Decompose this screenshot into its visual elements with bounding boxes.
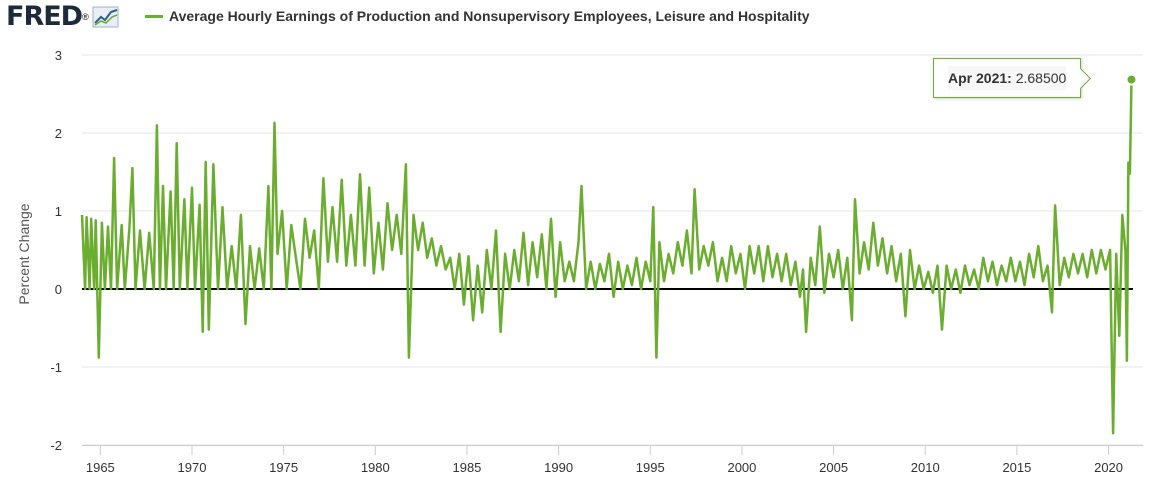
- x-tick-label: 1995: [636, 460, 665, 475]
- chart-legend: Average Hourly Earnings of Production an…: [145, 8, 810, 24]
- x-tick-label: 2020: [1094, 460, 1123, 475]
- x-tick-label: 1965: [86, 460, 115, 475]
- y-axis-title: Percent Change: [16, 203, 32, 304]
- x-tick-label: 2000: [727, 460, 756, 475]
- x-tick-label: 2005: [819, 460, 848, 475]
- data-tooltip: Apr 2021: 2.68500: [933, 58, 1092, 98]
- y-tick-label: -2: [50, 438, 62, 453]
- y-tick-label: 2: [55, 126, 62, 141]
- registered-mark: ®: [82, 12, 89, 22]
- x-tick-label: 2010: [911, 460, 940, 475]
- y-tick-label: 1: [55, 204, 62, 219]
- y-tick-label: 3: [55, 48, 62, 63]
- x-tick-label: 1980: [361, 460, 390, 475]
- fred-logo-text: FRED: [6, 1, 83, 32]
- legend-series-title: Average Hourly Earnings of Production an…: [169, 8, 810, 24]
- fred-logo[interactable]: FRED ®: [6, 2, 120, 32]
- x-tick-label: 1970: [178, 460, 207, 475]
- y-axis-ticks: 3 2 1 0 -1 -2: [50, 48, 62, 453]
- x-tick-label: 1985: [452, 460, 481, 475]
- tooltip-value: 2.68500: [1015, 70, 1067, 86]
- chart-header: FRED ® Average Hourly Earnings of Product…: [0, 0, 1154, 36]
- y-tick-label: 0: [55, 282, 62, 297]
- y-tick-label: -1: [50, 360, 62, 375]
- x-tick-label: 1990: [544, 460, 573, 475]
- x-tick-label: 2015: [1002, 460, 1031, 475]
- legend-swatch: [145, 14, 163, 18]
- line-chart-icon: [92, 6, 119, 28]
- tooltip-date: Apr 2021:: [948, 70, 1012, 86]
- tooltip-content: Apr 2021: 2.68500: [948, 66, 1067, 90]
- series-line[interactable]: [80, 79, 1133, 435]
- x-axis-ticks: 1965 1970 1975 1980 1985 1990 1995 2000 2005 2010…: [86, 446, 1123, 475]
- highlight-point[interactable]: [1125, 73, 1138, 86]
- x-tick-label: 1975: [269, 460, 298, 475]
